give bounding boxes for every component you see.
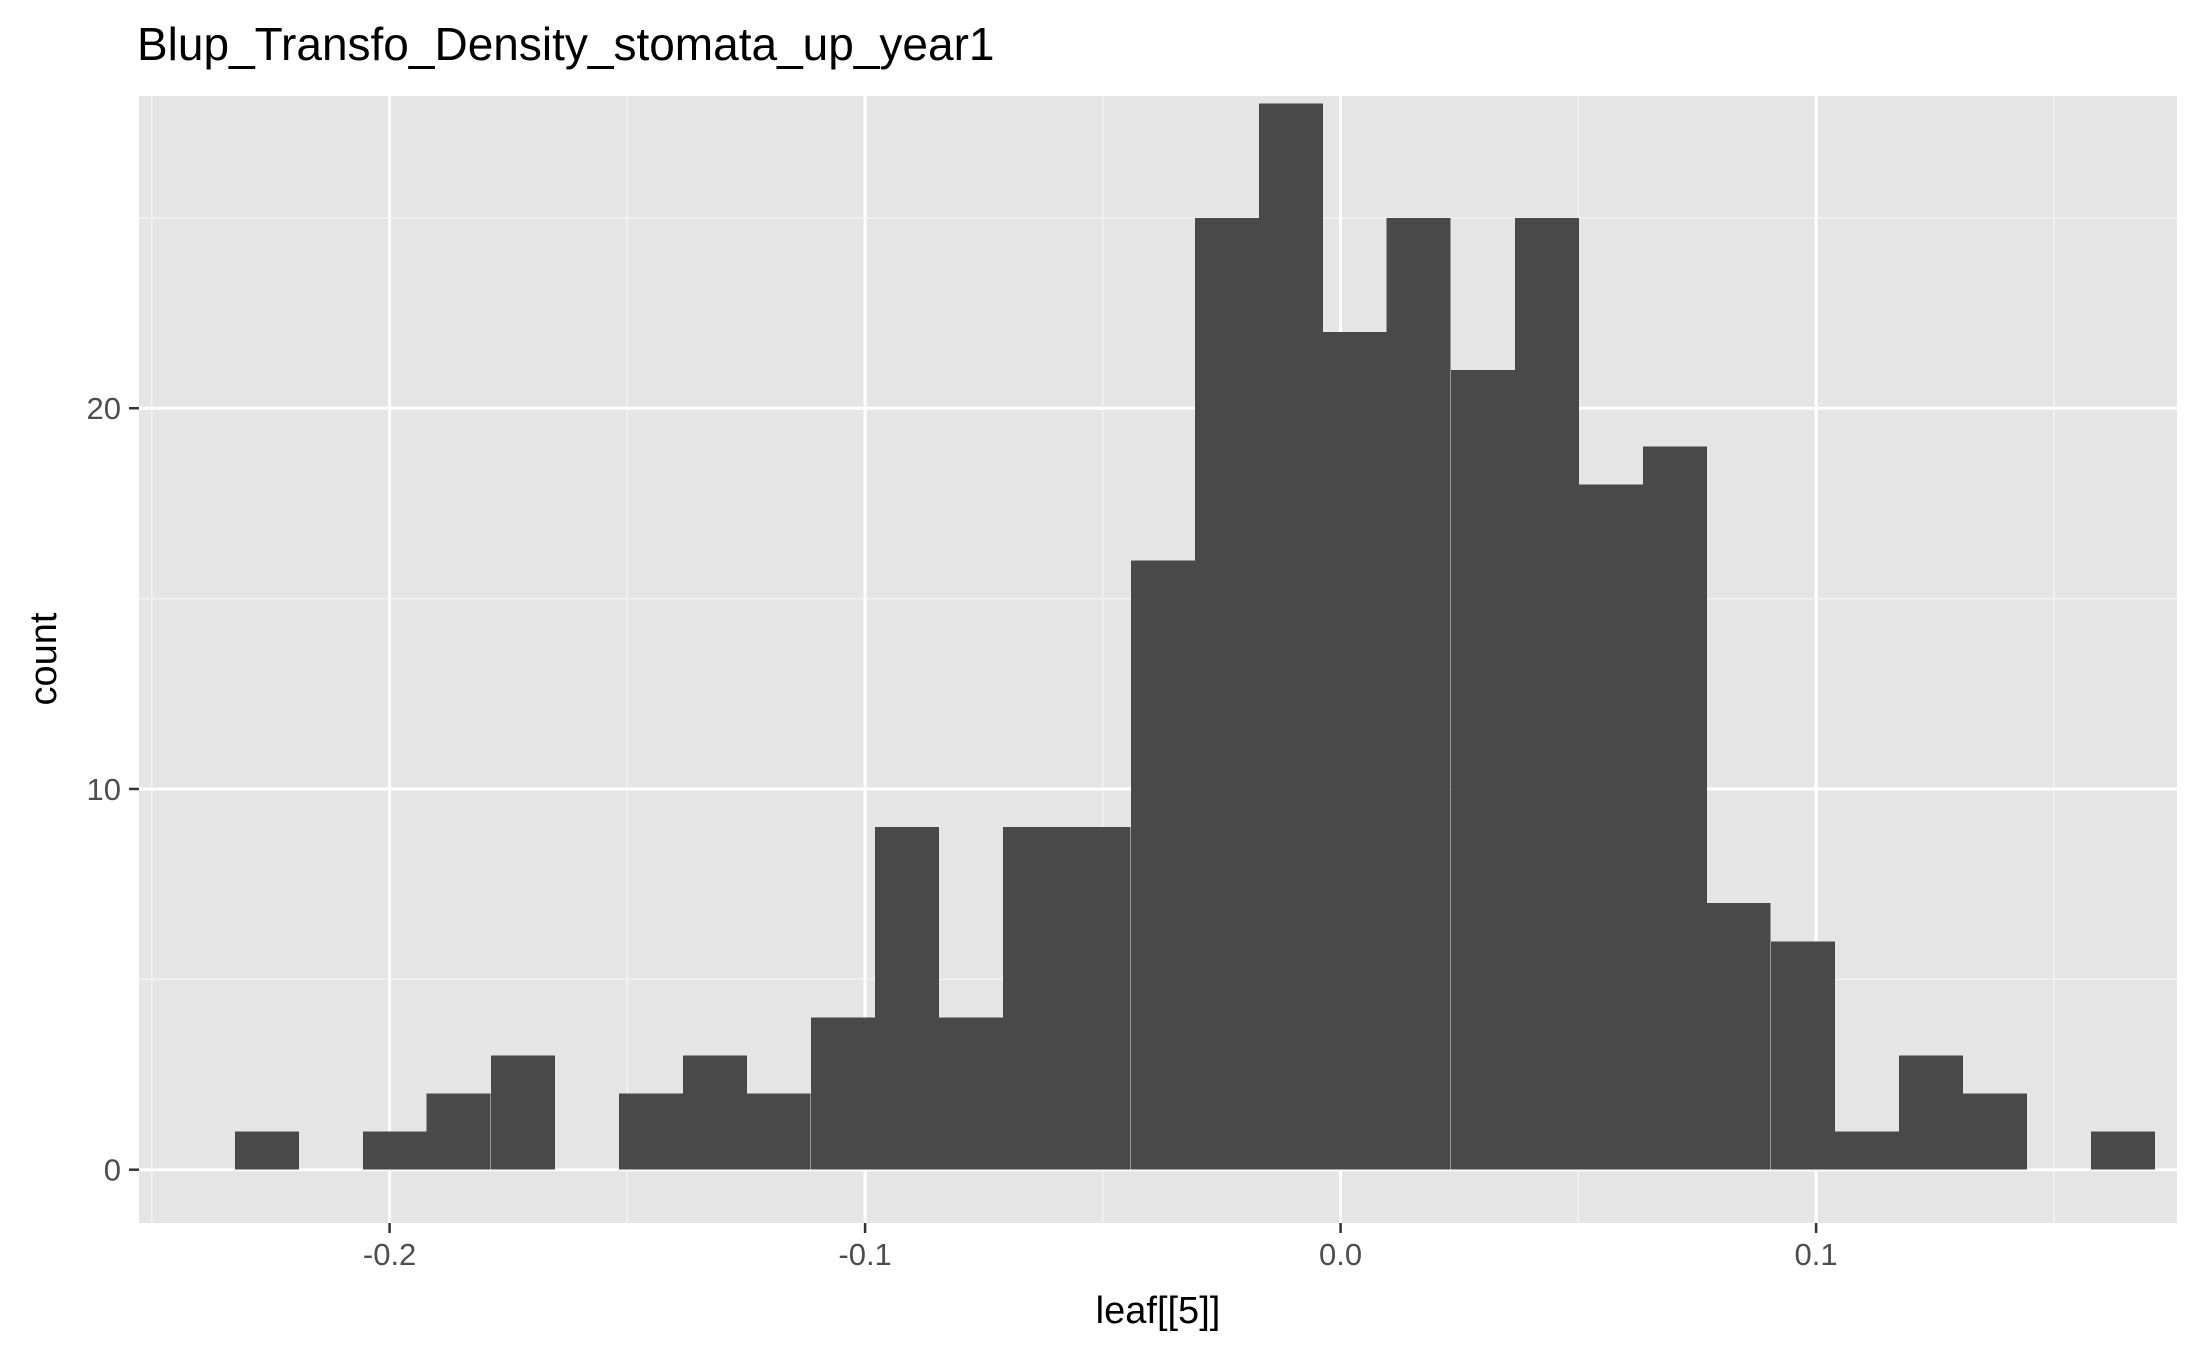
histogram-bar — [1130, 560, 1195, 1170]
x-axis-title: leaf[[5]] — [1096, 1290, 1221, 1332]
histogram-bar — [1770, 941, 1835, 1170]
x-axis: -0.2 -0.1 0.0 0.1 — [363, 1223, 1838, 1272]
histogram-bar — [1195, 217, 1260, 1170]
x-tick-label: -0.2 — [363, 1237, 416, 1272]
x-tick-label: 0.0 — [1319, 1237, 1362, 1272]
histogram-bar — [1835, 1131, 1900, 1170]
histogram-bar — [1706, 903, 1771, 1170]
histogram-bar — [1643, 446, 1708, 1170]
histogram-bar — [875, 827, 940, 1170]
histogram-bar — [1450, 370, 1515, 1170]
y-axis-title: count — [23, 612, 65, 705]
histogram-bar — [1515, 217, 1580, 1170]
y-tick-label: 20 — [87, 391, 121, 426]
chart-title: Blup_Transfo_Density_stomata_up_year1 — [137, 18, 994, 70]
histogram-bar — [810, 1017, 875, 1170]
histogram-bar — [938, 1017, 1003, 1170]
x-tick-label: -0.1 — [838, 1237, 891, 1272]
y-tick-label: 10 — [87, 772, 121, 807]
histogram-bar — [235, 1131, 300, 1170]
histogram-bar — [1963, 1093, 2028, 1170]
histogram-bar — [682, 1055, 747, 1170]
y-tick-label: 0 — [104, 1153, 121, 1188]
histogram-bar — [746, 1093, 811, 1170]
histogram-bar — [1898, 1055, 1963, 1170]
histogram-bar — [490, 1055, 555, 1170]
y-axis: 0 10 20 — [87, 391, 139, 1188]
histogram-bar — [426, 1093, 491, 1170]
histogram-bar — [618, 1093, 683, 1170]
histogram-bar — [1258, 103, 1323, 1170]
histogram-bar — [1066, 827, 1131, 1170]
histogram-bar — [1386, 217, 1451, 1170]
histogram-bar — [1578, 484, 1643, 1170]
histogram-bar — [1002, 827, 1067, 1170]
histogram-bar — [1322, 332, 1388, 1170]
histogram-bar — [2090, 1131, 2155, 1170]
histogram-bar — [362, 1131, 427, 1170]
histogram-bars — [235, 103, 2155, 1170]
x-tick-label: 0.1 — [1795, 1237, 1838, 1272]
